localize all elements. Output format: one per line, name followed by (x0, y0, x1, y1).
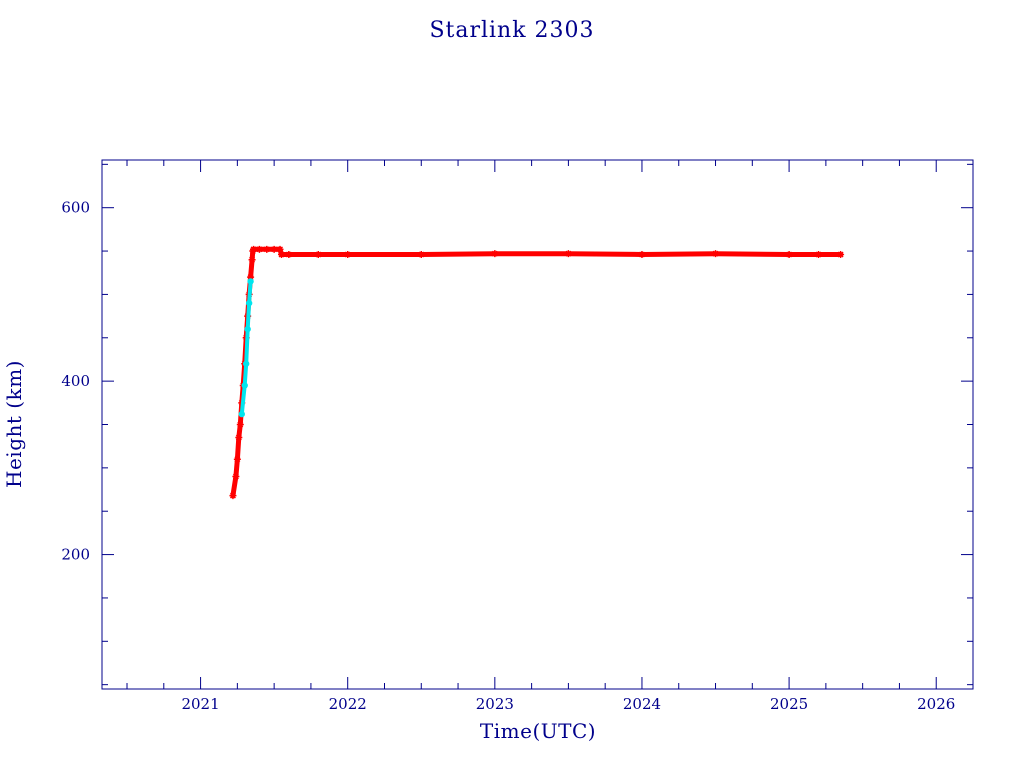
x-tick-label: 2021 (181, 695, 219, 713)
x-tick-label: 2025 (770, 695, 808, 713)
data-point (491, 250, 499, 258)
series-1 (238, 278, 254, 418)
data-point (344, 251, 352, 259)
data-point (242, 360, 250, 367)
data-point (250, 245, 258, 253)
data-point (244, 325, 251, 333)
data-point (564, 250, 572, 258)
data-series (229, 245, 845, 500)
x-tick-label: 2024 (623, 695, 661, 713)
data-point (247, 273, 255, 281)
data-point (314, 251, 322, 259)
data-point (815, 251, 823, 259)
data-point (247, 278, 254, 285)
data-point (285, 251, 293, 259)
data-point (248, 256, 256, 264)
series-trace (230, 246, 844, 499)
x-tick-label: 2026 (917, 695, 955, 713)
data-point (277, 251, 285, 259)
data-point (233, 455, 241, 463)
data-point (241, 382, 248, 389)
data-point (417, 251, 425, 259)
x-tick-label: 2022 (329, 695, 367, 713)
y-tick-label: 200 (61, 546, 90, 564)
series-trace (239, 279, 253, 417)
data-point (270, 245, 278, 253)
data-point (245, 299, 253, 307)
x-axis-label: Time(UTC) (480, 719, 596, 743)
plot-frame (101, 159, 974, 690)
data-point (229, 492, 237, 500)
data-point (638, 251, 646, 259)
data-point (255, 245, 263, 253)
axis-ticks (102, 160, 974, 689)
tick-labels: 2021 2022 2023 2024 2025 2026 200 400 600 (61, 199, 955, 713)
y-tick-label: 600 (61, 199, 90, 217)
y-axis-label: Height (km) (2, 360, 26, 488)
y-tick-label: 400 (61, 372, 90, 390)
data-point (837, 251, 845, 259)
data-point (263, 245, 271, 253)
data-point (238, 410, 245, 418)
data-point (232, 473, 240, 481)
data-point (235, 434, 243, 442)
data-point (236, 421, 244, 428)
data-point (712, 250, 720, 258)
chart-title: Starlink 2303 (429, 18, 594, 43)
data-point (785, 251, 793, 259)
data-point (276, 245, 284, 253)
series-0 (229, 245, 845, 500)
x-tick-label: 2023 (476, 695, 514, 713)
